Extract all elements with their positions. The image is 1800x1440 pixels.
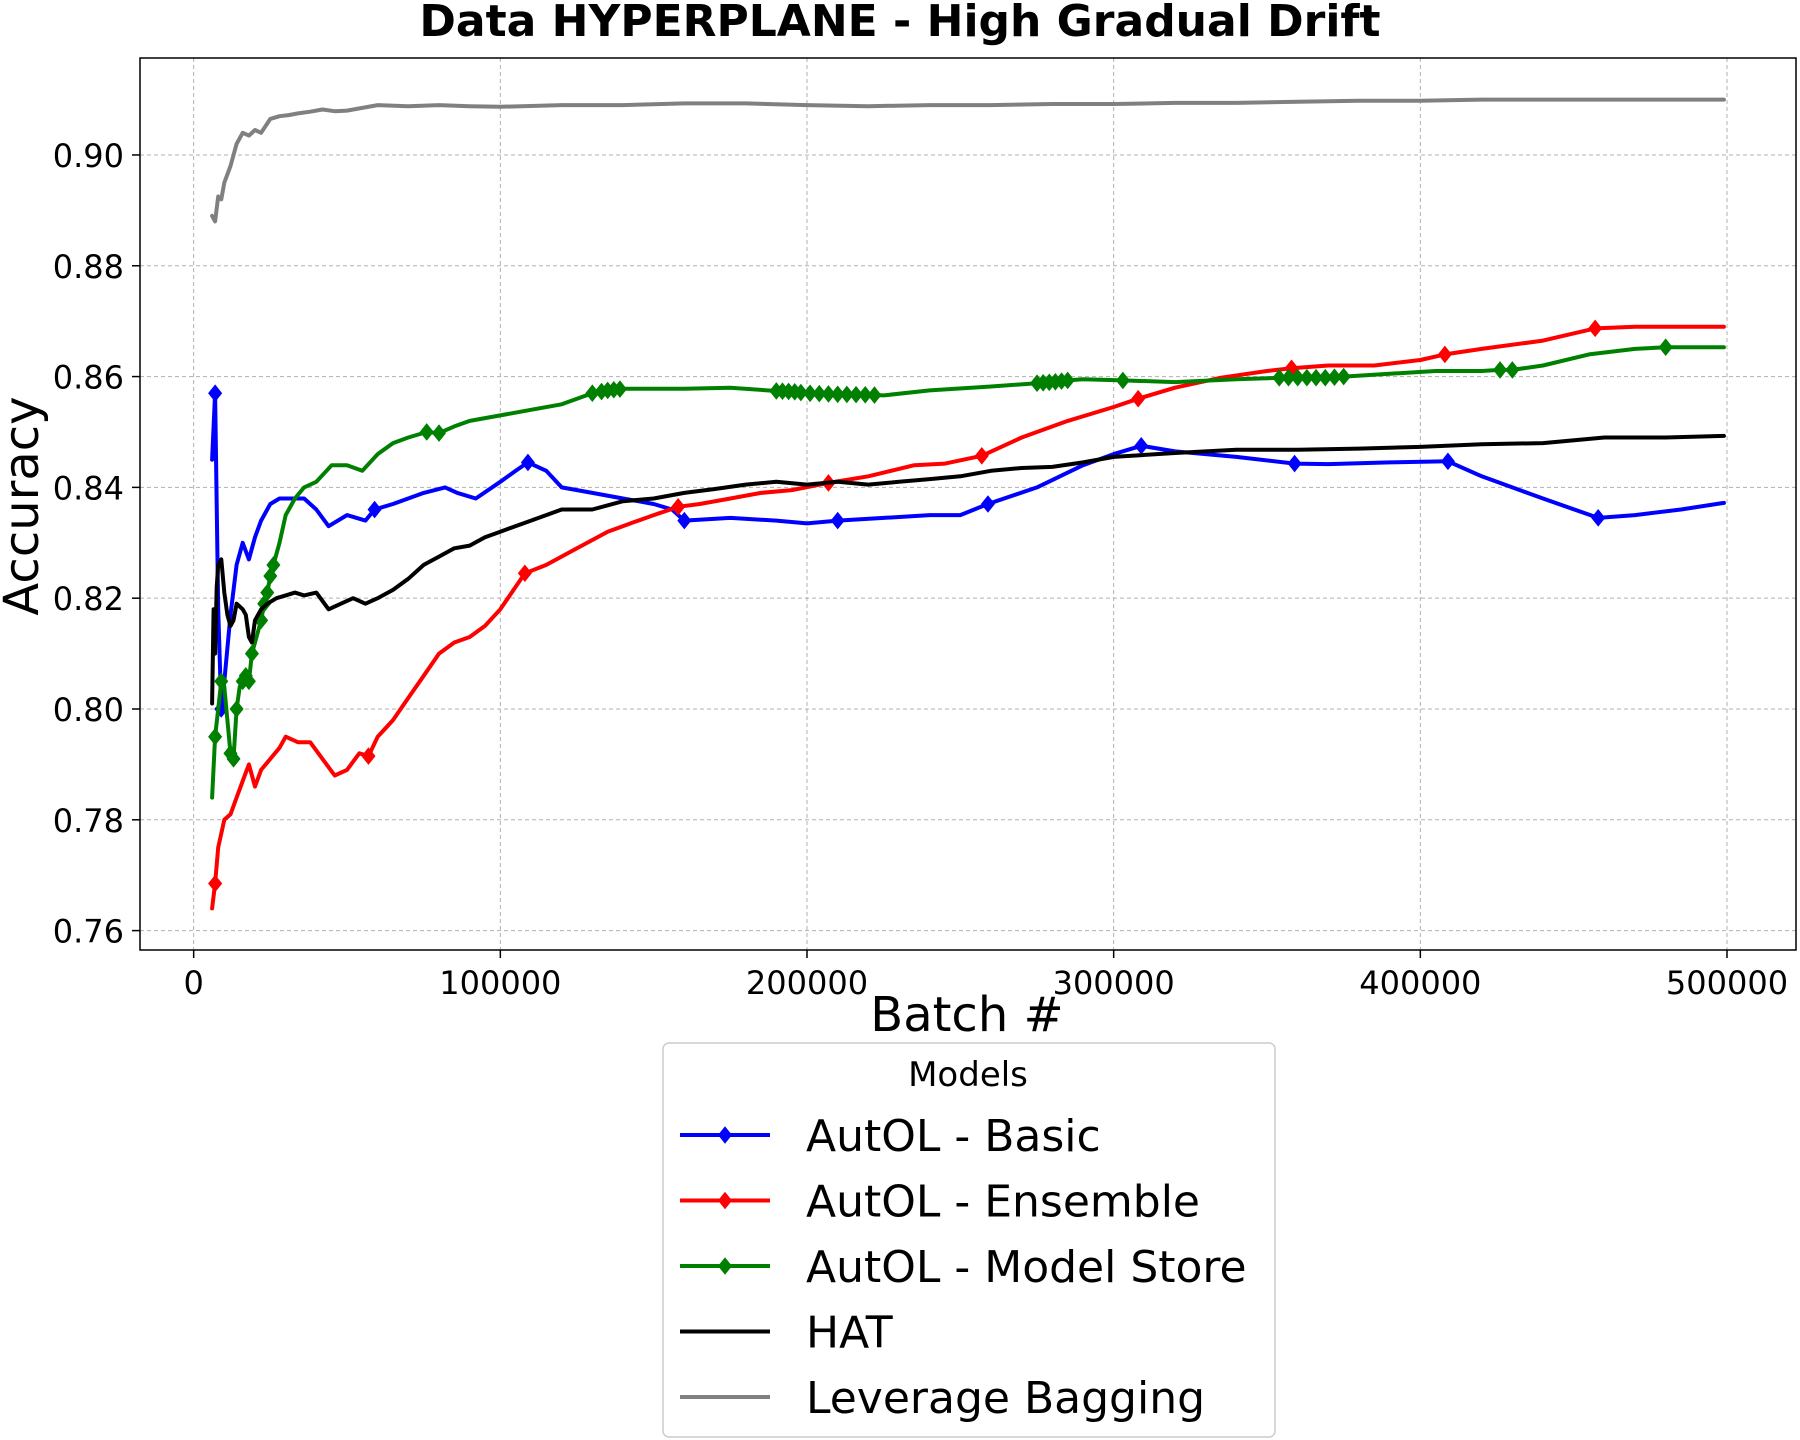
axis-ticks: 0 100000 200000 300000 400000 500000 0.76 0.78 0… [53, 137, 1788, 1002]
data-point-marker [266, 556, 281, 574]
legend-item-label: AutOL - Basic [806, 1111, 1101, 1162]
x-tick-label: 200000 [746, 964, 868, 1002]
y-tick-label: 0.86 [53, 359, 124, 397]
data-point-marker [1505, 361, 1520, 379]
data-point-marker [517, 564, 532, 583]
y-tick-label: 0.80 [53, 691, 124, 729]
legend-swatch-marker [717, 1191, 733, 1210]
legend-swatch-marker [717, 1257, 733, 1275]
data-point-marker [1658, 338, 1673, 357]
y-axis-label: Accuracy [0, 396, 50, 615]
data-point-marker [520, 453, 535, 472]
data-point-marker [677, 511, 692, 530]
data-point-marker [812, 384, 827, 403]
grid-lines [140, 58, 1796, 950]
series-line-autol-ensemble [210, 324, 1726, 911]
legend-item-label: Leverage Bagging [806, 1373, 1205, 1424]
data-point-marker [208, 384, 223, 402]
data-point-marker [830, 385, 845, 404]
data-point-marker [226, 750, 241, 768]
data-point-marker [830, 511, 845, 530]
x-tick-label: 0 [183, 964, 203, 1002]
y-tick-label: 0.84 [53, 469, 124, 507]
data-point-marker [1060, 371, 1075, 390]
data-point-marker [1493, 361, 1508, 379]
data-point-marker [1115, 371, 1130, 390]
data-point-marker [671, 497, 686, 516]
data-point-marker [1281, 368, 1296, 387]
data-point-marker [431, 424, 447, 442]
data-point-marker [361, 747, 376, 765]
legend-item: HAT [680, 1308, 893, 1359]
x-tick-label: 500000 [1666, 964, 1788, 1002]
data-point-marker [1131, 389, 1146, 408]
data-point-marker [849, 385, 864, 404]
y-tick-label: 0.76 [53, 913, 124, 951]
data-point-marker [419, 423, 434, 441]
x-tick-label: 400000 [1359, 964, 1481, 1002]
legend-item-label: HAT [806, 1308, 893, 1359]
series-autol-ensemble [208, 319, 1726, 911]
legend-entries: AutOL - Basic AutOL - Ensemble AutOL - Mod… [680, 1111, 1247, 1424]
data-point-marker [229, 700, 244, 718]
series-line-autol-basic [210, 391, 1726, 711]
series-leverage-bagging [210, 97, 1726, 224]
series-hat [210, 433, 1726, 706]
data-point-marker [612, 380, 627, 398]
legend-item: AutOL - Model Store [680, 1242, 1247, 1293]
series-lines [208, 97, 1726, 911]
data-point-marker [839, 385, 854, 404]
x-tick-label: 100000 [439, 964, 561, 1002]
legend-item-label: AutOL - Model Store [806, 1242, 1247, 1293]
data-point-marker [367, 500, 382, 519]
legend-item: AutOL - Ensemble [680, 1177, 1200, 1228]
x-tick-label: 300000 [1053, 964, 1175, 1002]
data-point-marker [244, 644, 259, 663]
y-tick-label: 0.78 [53, 802, 124, 840]
y-tick-label: 0.82 [53, 580, 124, 618]
data-point-marker [1309, 368, 1324, 387]
data-point-marker [208, 727, 223, 746]
data-point-marker [980, 495, 995, 513]
data-point-marker [1287, 454, 1302, 473]
data-point-marker [867, 386, 882, 404]
legend-title: Models [908, 1055, 1028, 1095]
series-autol-model-store [208, 338, 1726, 800]
data-point-marker [214, 672, 229, 691]
plot-area-frame [139, 57, 1797, 951]
data-point-marker [1588, 319, 1603, 338]
data-point-marker [1290, 368, 1305, 387]
data-point-marker [1440, 452, 1455, 471]
data-point-marker [1299, 368, 1314, 387]
data-point-marker [858, 385, 873, 404]
data-point-marker [1437, 345, 1452, 364]
data-point-marker [260, 583, 275, 602]
legend-item-label: AutOL - Ensemble [806, 1177, 1200, 1228]
data-point-marker [821, 385, 836, 403]
series-autol-basic [208, 384, 1726, 718]
data-point-marker [1591, 509, 1606, 527]
data-point-marker [803, 384, 818, 403]
series-line-leverage-bagging [210, 97, 1726, 224]
data-point-marker [241, 672, 256, 691]
legend-box [662, 1042, 1276, 1438]
chart-title: Data HYPERPLANE - High Gradual Drift [419, 0, 1380, 47]
data-point-marker [208, 874, 223, 893]
y-tick-label: 0.90 [53, 137, 124, 175]
y-tick-label: 0.88 [53, 248, 124, 286]
x-axis-label: Batch # [870, 987, 1063, 1043]
legend-item: AutOL - Basic [680, 1111, 1101, 1162]
data-point-marker [793, 383, 808, 402]
data-point-marker [974, 446, 989, 465]
data-point-marker [1336, 367, 1351, 386]
legend-item: Leverage Bagging [680, 1373, 1205, 1424]
series-line-hat [210, 433, 1726, 706]
legend-swatch-marker [717, 1126, 733, 1144]
